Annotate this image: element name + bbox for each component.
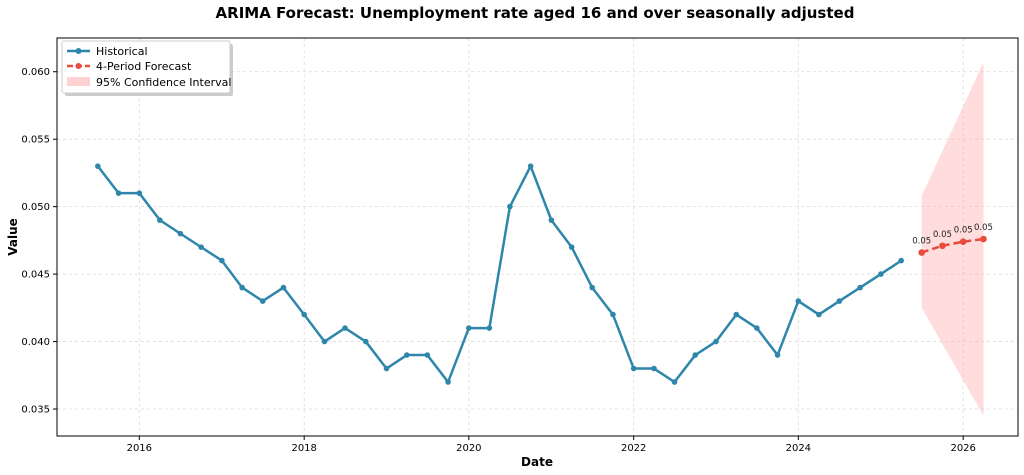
historical-point (568, 244, 575, 250)
historical-point (671, 379, 678, 385)
legend-forecast-label: 4-Period Forecast (96, 60, 192, 73)
historical-point (610, 311, 616, 318)
x-tick-label: 2026 (950, 443, 975, 454)
historical-point (548, 217, 555, 223)
y-tick-label: 0.045 (21, 270, 50, 281)
forecast-point (939, 242, 946, 250)
forecast-data-label: 0.05 (974, 223, 993, 233)
historical-point (774, 352, 781, 358)
forecast-data-label: 0.05 (912, 237, 931, 247)
forecast-point (980, 235, 987, 243)
historical-point (280, 284, 287, 291)
historical-point (342, 325, 348, 331)
historical-point (651, 365, 657, 372)
x-tick-label: 2024 (786, 443, 811, 454)
historical-point (259, 298, 266, 304)
historical-point (836, 298, 843, 304)
historical-point (692, 352, 699, 358)
historical-point (878, 271, 884, 277)
historical-point (898, 257, 904, 264)
historical-point (754, 325, 760, 331)
y-tick-label: 0.040 (21, 337, 50, 348)
historical-point (857, 284, 863, 291)
legend-ci-label: 95% Confidence Interval (96, 76, 231, 89)
y-tick-label: 0.055 (21, 135, 50, 146)
forecast-data-label: 0.05 (954, 226, 973, 236)
legend: Historical 4-Period Forecast 95% Confide… (61, 40, 233, 96)
x-axis-label: Date (521, 455, 553, 469)
historical-point (157, 217, 163, 223)
historical-point (198, 244, 204, 250)
plot-frame (56, 37, 1019, 437)
historical-point (95, 163, 101, 169)
legend-box (61, 40, 231, 94)
ticks: 2016 2018 2020 2022 2024 2026 0.035 0.040 0.045 0… (21, 67, 976, 454)
historical-point (136, 190, 143, 196)
forecast-point (959, 238, 967, 246)
historical-point (424, 352, 431, 358)
forecast-data-labels: 0.050.05 0.05 0.05 (912, 223, 993, 246)
y-tick-label: 0.050 (21, 202, 50, 213)
legend-historical-label: Historical (96, 45, 148, 58)
forecast-data-label: 0.05 (933, 230, 952, 240)
chart-title: ARIMA Forecast: Unemployment rate aged 1… (216, 4, 855, 22)
legend-historical-marker (75, 48, 82, 54)
confidence-interval-band (921, 62, 984, 416)
historical-point (795, 298, 802, 304)
historical-point (527, 163, 534, 169)
historical-point (383, 365, 390, 372)
y-tick-label: 0.035 (21, 405, 50, 416)
historical-point (301, 311, 307, 318)
legend-forecast-marker (75, 63, 82, 69)
historical-point (321, 338, 328, 345)
historical-point (239, 284, 245, 291)
historical-point (404, 352, 410, 358)
series-layer (95, 163, 987, 385)
historical-point (507, 203, 513, 210)
legend-ci-swatch (67, 77, 90, 86)
historical-point (589, 284, 595, 291)
historical-point (486, 325, 493, 331)
historical-point (362, 338, 369, 345)
historical-point (219, 257, 225, 264)
historical-point (630, 365, 637, 372)
historical-point (816, 311, 822, 318)
x-tick-label: 2016 (127, 443, 152, 454)
historical-point (445, 379, 451, 385)
forecast-point (918, 249, 925, 256)
x-tick-label: 2020 (456, 443, 481, 454)
y-axis-label: Value (6, 218, 20, 256)
grid (57, 38, 1018, 436)
x-tick-label: 2022 (621, 443, 646, 454)
confidence-band-layer (921, 62, 984, 416)
historical-point (466, 325, 472, 331)
historical-line (96, 164, 902, 384)
historical-point (115, 190, 122, 196)
y-tick-label: 0.060 (21, 67, 50, 78)
historical-point (733, 311, 740, 318)
historical-point (713, 338, 719, 345)
x-tick-label: 2018 (291, 443, 316, 454)
historical-point (177, 230, 184, 237)
